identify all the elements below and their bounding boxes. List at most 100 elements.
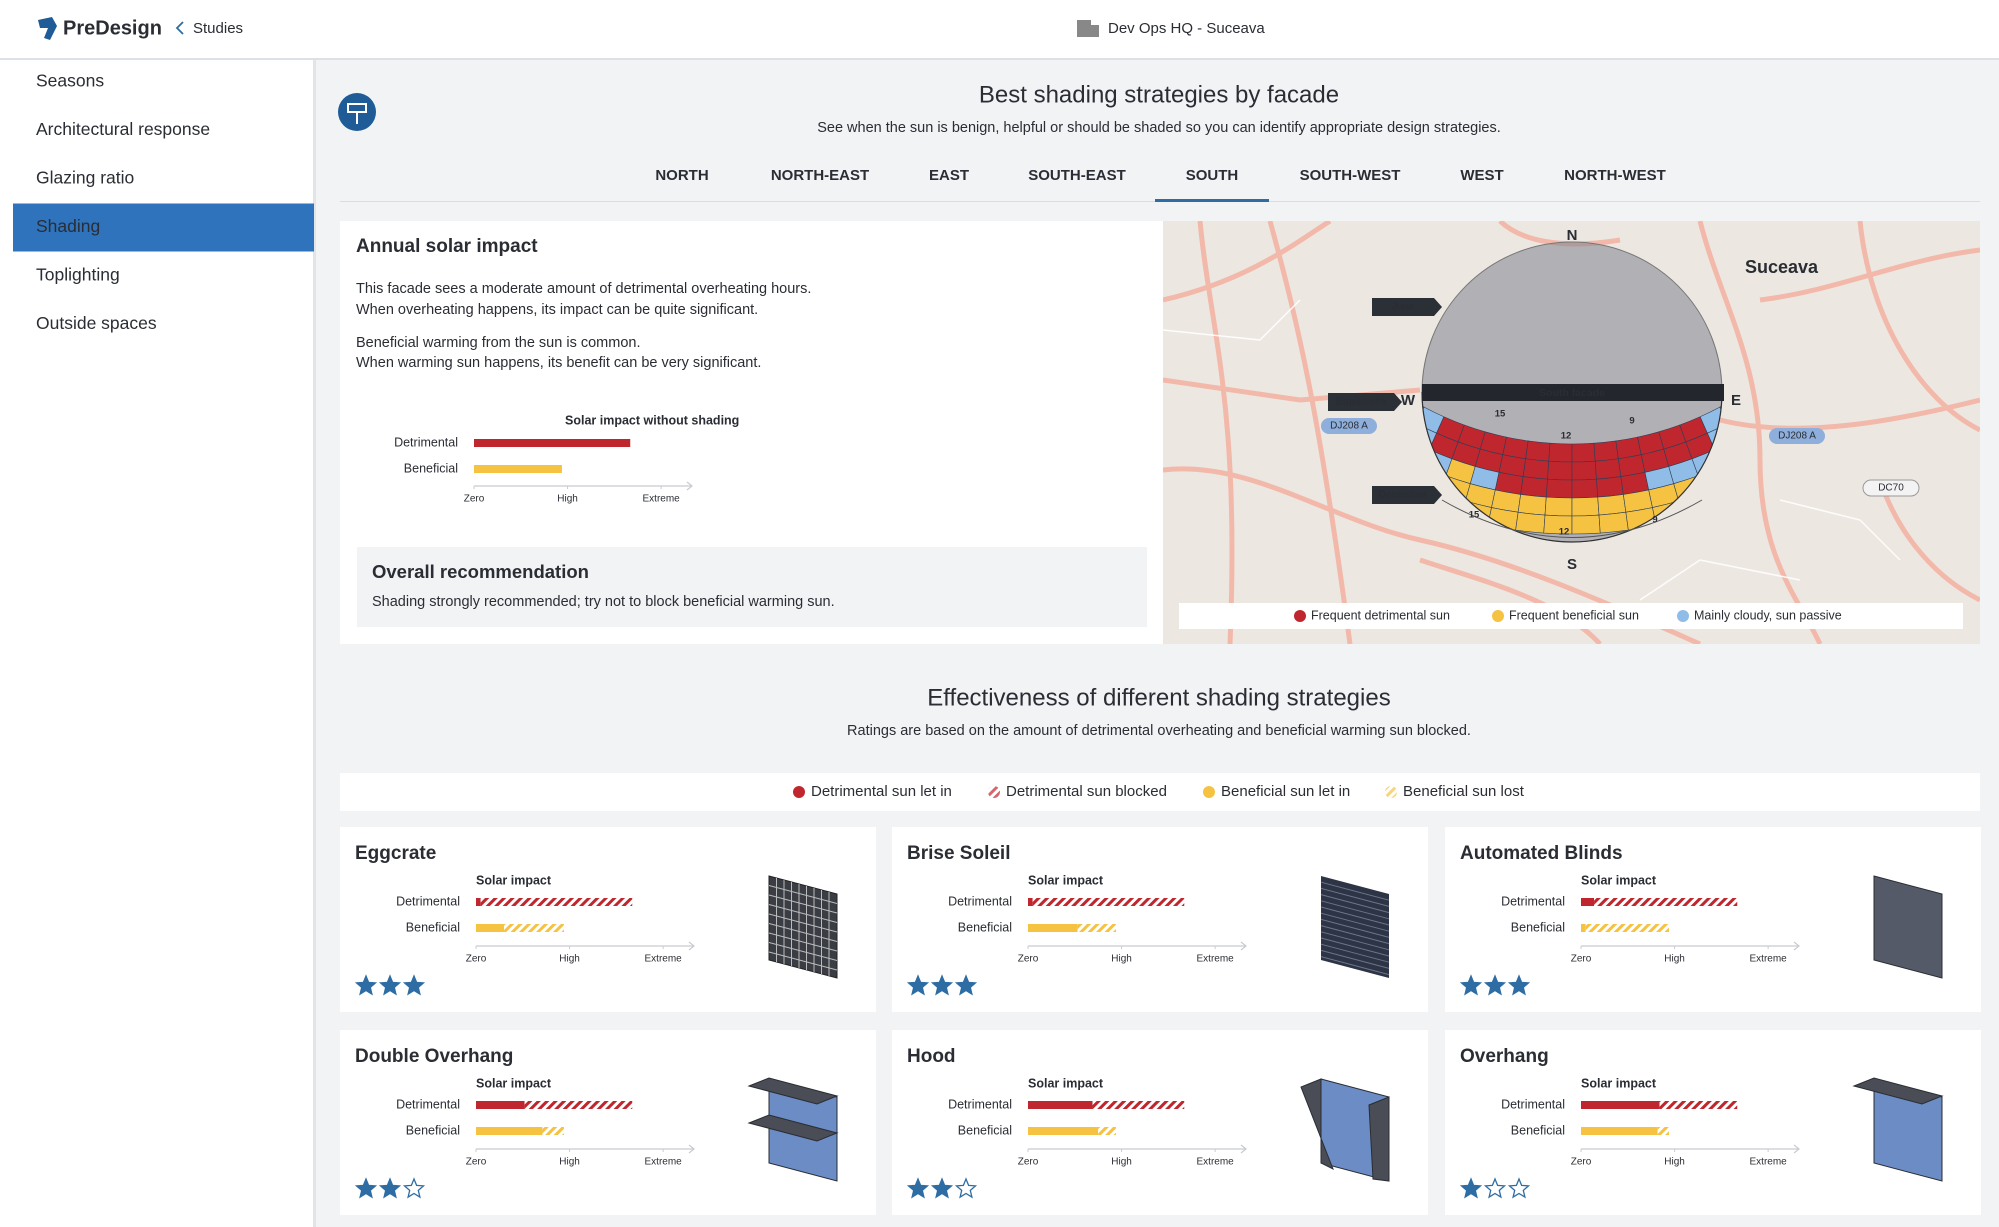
chart-title: Solar impact without shading: [565, 413, 739, 427]
legend-label: Detrimental sun let in: [811, 783, 952, 800]
sun-band-outline: [1421, 391, 1723, 543]
sidebar-item[interactable]: Seasons: [36, 71, 104, 91]
sun-cell: [1571, 496, 1600, 517]
strategy-image-line: [768, 932, 838, 952]
legend-dot: [793, 786, 805, 798]
sun-cell: [1548, 442, 1573, 463]
hour-label: 15: [1495, 409, 1506, 420]
tick-label: Zero: [1018, 954, 1039, 965]
sidebar-item[interactable]: Toplighting: [36, 265, 120, 285]
strategy-image-line: [768, 942, 838, 961]
map-label: Suceava: [1745, 257, 1819, 277]
strategy-image-line: [1320, 931, 1390, 951]
sun-cell: [1571, 442, 1596, 463]
tick-label: Extreme: [1197, 1157, 1235, 1168]
compass-n: N: [1567, 227, 1578, 244]
facade-tab[interactable]: NORTH-EAST: [771, 167, 869, 184]
section-icon-glyph: [347, 103, 367, 124]
map-label: DJ208 A: [1778, 431, 1816, 442]
strategy-image-line: [1320, 881, 1390, 901]
sidebar-item[interactable]: Architectural response: [36, 119, 210, 139]
legend-dot: [1385, 786, 1397, 798]
bar-segment: [1581, 1101, 1660, 1109]
sun-cell: [1594, 458, 1622, 480]
chart-category: Detrimental: [948, 894, 1012, 908]
hour-label: 12: [1559, 527, 1570, 538]
rating-star: [1483, 974, 1507, 996]
hour-label: 12: [1561, 431, 1572, 442]
bar-segment: [524, 1101, 633, 1109]
month-tag: [1372, 298, 1442, 316]
sidebar-bg: [0, 59, 316, 1227]
strategy-image-line: [768, 894, 838, 914]
tab-underline: [1155, 199, 1269, 202]
back-chevron[interactable]: [175, 21, 184, 35]
axis-arrow: [1793, 941, 1800, 951]
legend-dot: [1677, 610, 1689, 622]
axis-arrow: [686, 481, 693, 491]
facade-tab[interactable]: EAST: [929, 167, 969, 184]
strategy-image-line: [768, 885, 838, 904]
strategy-image-side: [1300, 1078, 1334, 1171]
sidebar-item[interactable]: Outside spaces: [36, 313, 157, 333]
road-badge: [1862, 479, 1920, 497]
strategy-image-line: [1320, 918, 1390, 938]
map-label: DJ208 A: [1330, 421, 1368, 432]
chart-category: Beneficial: [406, 920, 460, 934]
bar-segment: [504, 924, 564, 932]
section-subtitle: See when the sun is benign, helpful or s…: [817, 120, 1501, 136]
facade-tab[interactable]: WEST: [1460, 167, 1503, 184]
map-minor-roads: [1163, 299, 1901, 601]
annual-text: This facade sees a moderate amount of de…: [356, 281, 811, 297]
month-label: Equinoxes: [1336, 397, 1387, 408]
strategy-image-line: [1320, 937, 1390, 957]
bar-segment: [1098, 1127, 1116, 1135]
facade-tab[interactable]: NORTH-WEST: [1564, 167, 1666, 184]
tick-label: Zero: [466, 954, 487, 965]
bar-segment: [480, 898, 633, 906]
sidebar-active: [13, 203, 314, 252]
legend-dot: [1203, 786, 1215, 798]
strategy-image-line: [1320, 906, 1390, 926]
legend-label: Frequent detrimental sun: [1311, 608, 1450, 622]
back-link[interactable]: Studies: [193, 20, 243, 37]
section-subtitle: Ratings are based on the amount of detri…: [847, 723, 1471, 739]
sidebar-item[interactable]: Shading: [36, 216, 100, 236]
bar-segment: [1028, 1101, 1093, 1109]
rating-star: [1459, 1177, 1483, 1199]
tick-label: Extreme: [645, 1157, 683, 1168]
bar-segment: [1077, 924, 1116, 932]
chart-category: Beneficial: [1511, 920, 1565, 934]
compass-w: W: [1401, 392, 1416, 409]
chart-category: Detrimental: [1501, 894, 1565, 908]
tick-label: High: [557, 494, 578, 505]
facade-tab[interactable]: SOUTH-WEST: [1300, 167, 1401, 184]
bar-segment: [1657, 1127, 1669, 1135]
bar-segment: [542, 1127, 564, 1135]
recommendation-box: [357, 547, 1147, 627]
strategy-name: Automated Blinds: [1460, 843, 1623, 864]
strategy-image-line: [768, 913, 838, 933]
annual-text: When overheating happens, its impact can…: [356, 302, 758, 318]
facade-tab[interactable]: NORTH: [655, 167, 708, 184]
month-label: June: [1391, 302, 1415, 313]
sidebar-border: [313, 59, 316, 1227]
rating-star: [954, 974, 978, 996]
tick-label: Extreme: [1750, 954, 1788, 965]
sun-cell: [1598, 511, 1629, 534]
bar-segment: [1028, 924, 1078, 932]
road-badge: [1321, 418, 1377, 434]
tick-label: Zero: [1571, 1157, 1592, 1168]
facade-tab[interactable]: SOUTH: [1186, 167, 1239, 184]
tick-label: High: [559, 1157, 580, 1168]
bar-segment: [1581, 898, 1595, 906]
sidebar-item[interactable]: Glazing ratio: [36, 168, 134, 188]
strategy-image-line: [1320, 900, 1390, 920]
legend-label: Frequent beneficial sun: [1509, 608, 1639, 622]
facade-tab[interactable]: SOUTH-EAST: [1028, 167, 1126, 184]
chart-title: Solar impact: [1581, 873, 1657, 887]
annual-text: Beneficial warming from the sun is commo…: [356, 335, 640, 351]
strategy-image-line: [1320, 949, 1390, 969]
legend-bar: [340, 773, 1980, 811]
